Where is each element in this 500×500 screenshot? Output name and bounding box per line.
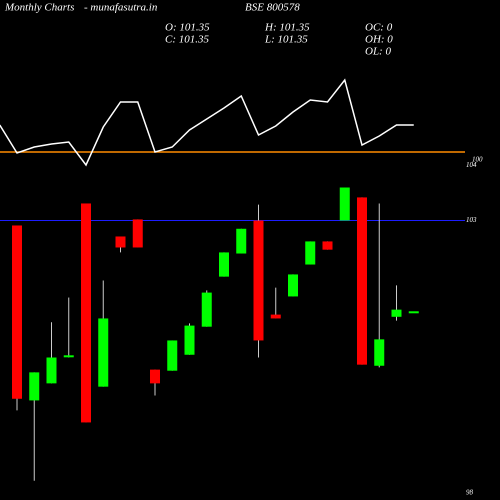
candle-body: [63, 355, 74, 358]
candle-body: [12, 225, 22, 399]
stat: OH: 0: [365, 34, 393, 46]
stat: O: 101.35: [165, 22, 210, 34]
candle-body: [98, 318, 109, 387]
candle-body: [253, 220, 264, 341]
candle-body: [391, 309, 402, 317]
stat: H: 101.35: [264, 22, 310, 34]
candle-body: [219, 252, 229, 277]
y-tick-label: 98: [466, 489, 474, 497]
stat: C: 101.35: [165, 34, 210, 46]
title: Monthly Charts: [4, 2, 74, 14]
candle-body: [29, 372, 40, 401]
y-tick-label: 104: [466, 161, 477, 169]
candle-body: [46, 357, 57, 384]
y-tick-label: 100: [472, 156, 483, 164]
stat: OL: 0: [365, 46, 391, 58]
candle-body: [408, 311, 419, 314]
candle-body: [339, 187, 350, 221]
candle-body: [132, 219, 143, 248]
candle-body: [81, 203, 91, 423]
candle-body: [374, 339, 385, 366]
site: - munafasutra.in: [84, 2, 158, 14]
candle-body: [167, 340, 178, 371]
symbol: BSE 800578: [245, 2, 300, 14]
candle-body: [201, 292, 212, 327]
candle-body: [357, 197, 367, 365]
indicator-line: [0, 78, 414, 167]
candle-body: [305, 241, 316, 265]
candle-body: [115, 236, 126, 248]
candle-body: [236, 228, 247, 254]
candle-body: [150, 369, 160, 384]
stat: L: 101.35: [264, 34, 308, 46]
candle-body: [184, 325, 195, 355]
candle-body: [322, 241, 333, 250]
candle-body: [288, 274, 298, 297]
stat: OC: 0: [365, 22, 393, 34]
candle-body: [270, 314, 281, 319]
y-tick-label: 103: [466, 216, 477, 224]
